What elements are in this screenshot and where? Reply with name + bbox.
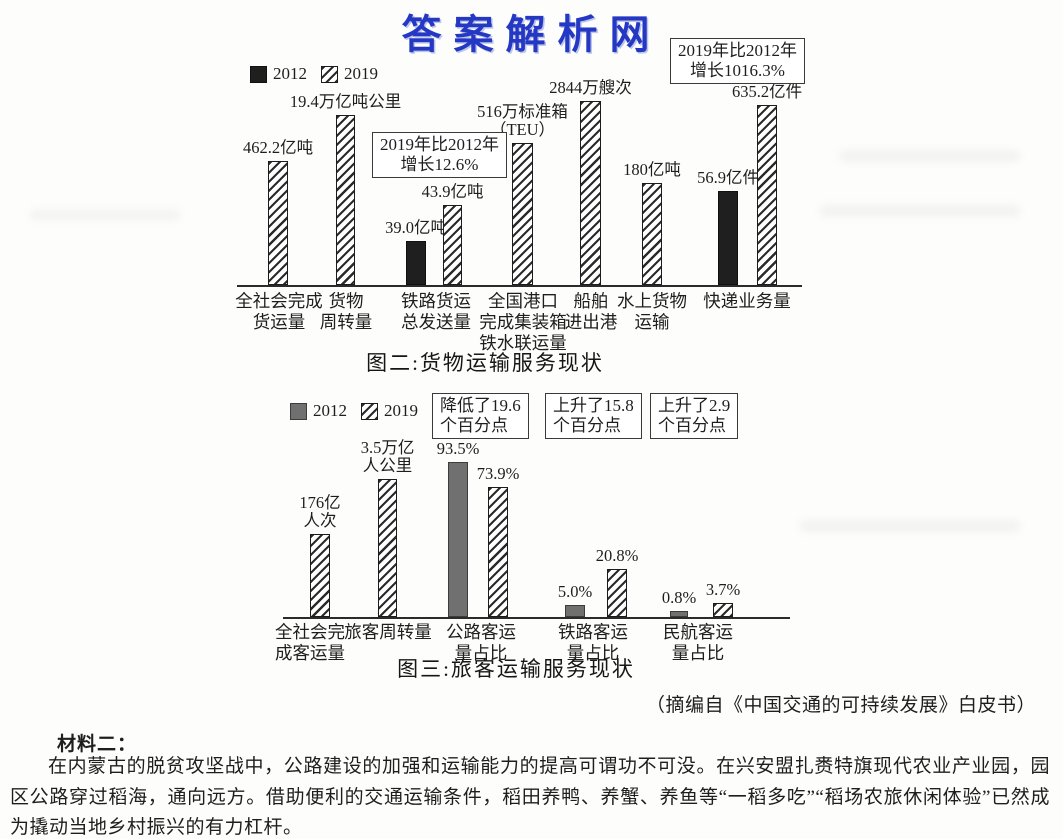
chart-plot-area: 462.2亿吨 19.4万亿吨公里 39.0亿吨 43.9亿吨 516万标准箱 （TEU）… xyxy=(237,38,805,287)
bar-2012 xyxy=(670,611,688,617)
category-label: 快递业务量 xyxy=(703,291,791,311)
category-label: 旅客周转量 xyxy=(344,622,432,642)
scan-smudge xyxy=(30,210,180,220)
chart-legend: 2012 2019 xyxy=(290,402,418,420)
bar-value-label: 5.0% xyxy=(557,582,593,601)
bar-value-label: 3.5万亿 人公里 xyxy=(360,438,415,475)
legend-label: 2019 xyxy=(344,64,378,83)
bar-2019 xyxy=(713,603,733,617)
legend-label: 2012 xyxy=(313,401,347,420)
bar-value-label: 0.8% xyxy=(661,588,697,607)
bar-value-label: 19.4万亿吨公里 xyxy=(289,92,402,111)
bar-value-label: 93.5% xyxy=(436,439,480,458)
bar-value-label: 2844万艘次 xyxy=(549,78,632,97)
freight-transport-chart-figure2: 2012 2019 462.2亿吨 19.4万亿吨公里 39.0亿吨 43.9亿吨 516… xyxy=(235,38,812,375)
bar-2019 xyxy=(443,205,462,285)
scan-smudge xyxy=(820,205,1020,217)
bar-value-label: 39.0亿吨 xyxy=(385,218,447,237)
bar-2019 xyxy=(580,101,601,285)
bar-2012 xyxy=(448,462,468,617)
annotation-box: 上升了2.9 个百分点 xyxy=(650,393,739,439)
annotation-box: 2019年比2012年 增长1016.3% xyxy=(670,38,805,84)
bar-2019 xyxy=(512,143,533,285)
category-label: 公路客运 量占比 xyxy=(446,622,516,663)
scan-smudge xyxy=(840,150,1020,162)
bar-2012 xyxy=(718,191,738,285)
bar-2019 xyxy=(607,569,627,617)
category-label: 船舶 进出港 xyxy=(564,291,618,332)
chart-title: 图三:旅客运输服务现状 xyxy=(397,657,635,681)
bar-2019 xyxy=(757,105,777,285)
bar-value-label: 43.9亿吨 xyxy=(421,182,484,201)
category-label: 民航客运 量占比 xyxy=(663,622,733,663)
chart-title: 图二:货物运输服务现状 xyxy=(366,351,604,375)
legend-item-2019: 2019 xyxy=(321,65,378,83)
legend-item-2012: 2012 xyxy=(250,65,307,83)
annotation-box: 降低了19.6 个百分点 xyxy=(432,393,529,439)
category-label: 铁路客运 量占比 xyxy=(558,622,628,663)
material2-heading: 材料二： xyxy=(57,734,138,755)
bar-2019 xyxy=(268,161,288,285)
bar-2012 xyxy=(565,605,585,617)
bar-2019 xyxy=(336,115,355,285)
source-citation: （摘编自《中国交通的可持续发展》白皮书） xyxy=(645,695,1036,716)
legend-swatch-2012 xyxy=(290,402,307,420)
category-label: 全社会完成 货运量 xyxy=(235,291,323,332)
material2-paragraph: 在内蒙古的脱贫攻坚战中，公路建设的加强和运输能力的提高可谓功不可没。在兴安盟扎赉… xyxy=(10,756,1050,838)
site-watermark-title: 答案解析网 xyxy=(401,12,662,57)
category-label: 水上货物 运输 xyxy=(617,291,687,332)
legend-label: 2019 xyxy=(384,401,418,420)
category-label: 铁路货运 总发送量 xyxy=(401,291,471,332)
chart-legend: 2012 2019 xyxy=(250,65,378,83)
passenger-transport-chart-figure3: 2012 2019 176亿 人次 3.5万亿 人公里 93.5% 73.9% 5.0% 20.… xyxy=(275,393,793,688)
bar-value-label: 635.2亿件 xyxy=(731,82,803,101)
bar-value-label: 20.8% xyxy=(595,546,639,565)
category-label: 全国港口 完成集装箱 铁水联运量 xyxy=(479,291,567,353)
bar-value-label: 3.7% xyxy=(705,580,741,599)
bar-value-label: 176亿 人次 xyxy=(299,493,341,530)
bar-2019 xyxy=(310,534,330,617)
bar-2019 xyxy=(488,487,508,617)
bar-2012 xyxy=(406,241,426,285)
chart-plot-area: 176亿 人次 3.5万亿 人公里 93.5% 73.9% 5.0% 20.8% 0.8% 3.7… xyxy=(283,393,790,619)
bar-2019 xyxy=(378,479,397,617)
legend-swatch-2019 xyxy=(361,402,378,420)
bar-2019 xyxy=(642,183,662,285)
legend-swatch-2012 xyxy=(250,65,267,83)
category-label: 全社会完 成客运量 xyxy=(275,622,345,663)
bar-value-label: 56.9亿件 xyxy=(697,168,759,187)
bar-value-label: 462.2亿吨 xyxy=(242,138,314,157)
bar-value-label: 180亿吨 xyxy=(623,160,681,179)
legend-item-2012: 2012 xyxy=(290,402,347,420)
bar-value-label: 516万标准箱 （TEU） xyxy=(477,102,568,139)
annotation-box: 上升了15.8 个百分点 xyxy=(545,393,642,439)
legend-label: 2012 xyxy=(273,64,307,83)
annotation-box: 2019年比2012年 增长12.6% xyxy=(372,132,507,178)
category-label: 货物 周转量 xyxy=(319,291,373,332)
bar-value-label: 73.9% xyxy=(476,464,520,483)
scan-smudge xyxy=(800,520,1020,532)
legend-swatch-2019 xyxy=(321,65,338,83)
legend-item-2019: 2019 xyxy=(361,402,418,420)
